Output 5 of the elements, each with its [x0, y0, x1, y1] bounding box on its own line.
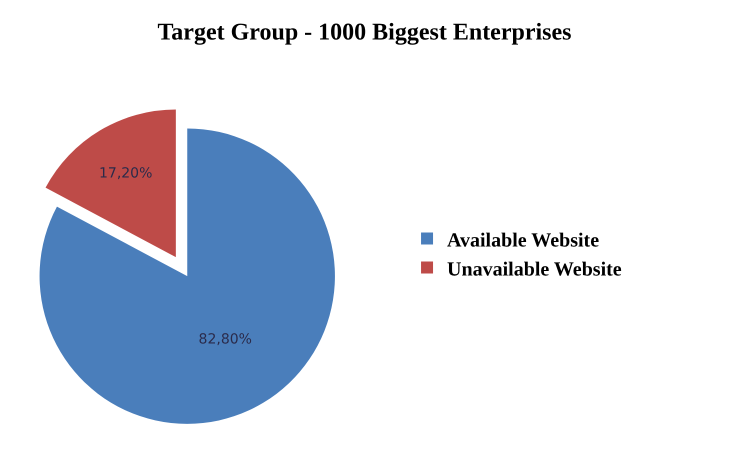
legend-label: Available Website [447, 229, 600, 252]
chart-title: Target Group - 1000 Biggest Enterprises [158, 20, 572, 46]
legend-label: Unavailable Website [447, 258, 622, 280]
data-label: 17,20% [98, 166, 152, 182]
data-label: 82,80% [198, 331, 252, 348]
